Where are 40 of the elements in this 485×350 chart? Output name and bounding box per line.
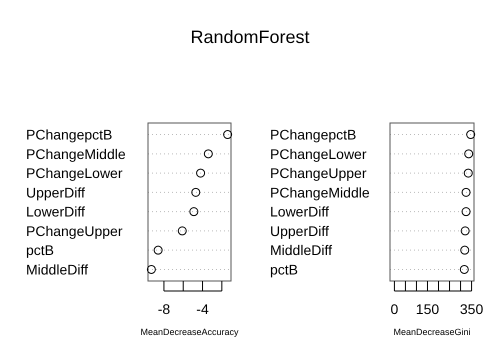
y-tick-label: MiddleDiff [26,261,88,278]
y-tick-label: PChangepctB [270,126,356,143]
y-tick-label: LowerDiff [26,204,85,220]
x-tick-label: 150 [416,301,440,317]
point [460,264,469,274]
x-tick-label: 350 [460,301,484,317]
y-tick-label: PChangeLower [270,146,367,162]
y-tick-label: pctB [270,261,298,278]
point [462,207,471,216]
y-tick-label: PChangeLower [26,165,123,182]
y-tick-label: UpperDiff [270,222,329,239]
y-tick-label: PChangeMiddle [270,184,370,200]
point [196,168,206,178]
point [460,226,470,236]
y-tick-label: PChangeUpper [26,222,123,239]
x-tick-label: -4 [196,301,209,317]
x-axis-title: MeanDecreaseAccuracy [140,327,240,337]
point [460,246,470,255]
y-tick-label: MiddleDiff [270,242,332,258]
chart-title: RandomForest [190,27,310,47]
point [189,207,198,216]
point [464,168,473,178]
y-tick-label: pctB [26,242,54,258]
point [178,226,187,236]
y-tick-label: PChangeUpper [270,165,367,182]
y-tick-label: PChangepctB [26,126,112,143]
point [466,130,476,140]
point [154,246,163,255]
point [204,149,213,158]
x-axis-title: MeanDecreaseGini [393,327,471,337]
point [191,188,200,197]
point [223,130,232,140]
point [146,264,156,274]
x-tick-label: 0 [390,301,399,317]
y-tick-label: LowerDiff [270,204,329,220]
y-tick-label: UpperDiff [26,184,85,200]
point [462,188,471,197]
x-tick-label: -8 [158,301,170,317]
y-tick-label: PChangeMiddle [26,146,126,162]
point [464,149,474,158]
